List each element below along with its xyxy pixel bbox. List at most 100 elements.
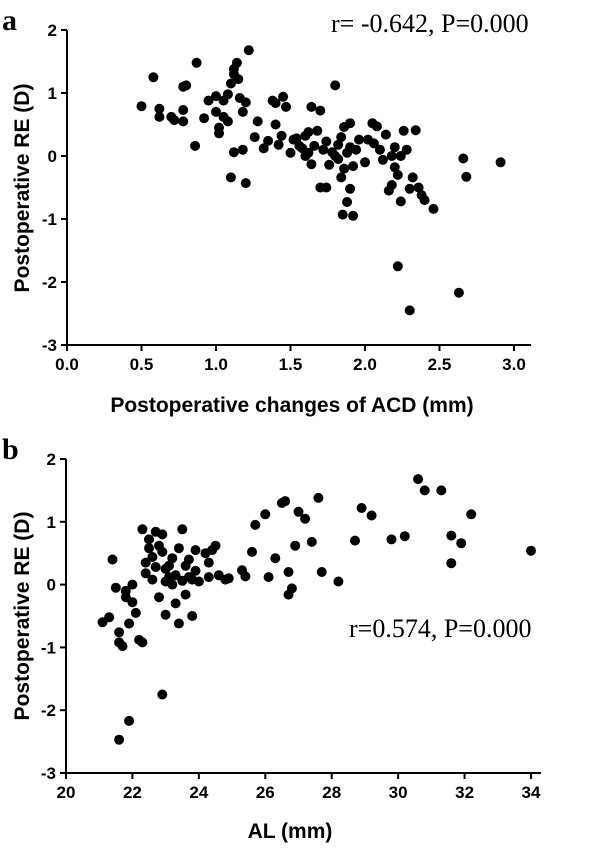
data-point bbox=[345, 118, 356, 129]
data-point bbox=[252, 116, 263, 127]
x-tick-label: 30 bbox=[389, 783, 408, 802]
data-point bbox=[120, 585, 131, 596]
data-point bbox=[110, 582, 121, 593]
data-point bbox=[127, 597, 138, 608]
data-point bbox=[240, 178, 251, 189]
data-point bbox=[157, 529, 168, 540]
data-point bbox=[210, 540, 221, 551]
y-tick-label: 0 bbox=[47, 576, 56, 595]
data-point bbox=[342, 197, 353, 207]
data-point bbox=[413, 474, 424, 485]
x-tick-label: 24 bbox=[189, 783, 208, 802]
data-point bbox=[276, 130, 287, 141]
data-point bbox=[360, 157, 370, 168]
x-tick-label: 26 bbox=[256, 783, 275, 802]
data-point bbox=[211, 106, 221, 117]
data-point bbox=[124, 618, 135, 629]
data-point bbox=[181, 80, 192, 91]
data-point bbox=[144, 534, 154, 545]
data-point bbox=[278, 91, 289, 102]
data-point bbox=[526, 545, 536, 556]
data-point bbox=[147, 552, 158, 562]
data-point bbox=[190, 545, 201, 556]
data-point bbox=[333, 576, 344, 587]
data-point bbox=[177, 524, 188, 535]
panel-b-ticks: 20 22 24 26 28 30 32 34 2 1 0 -1 -2 -3 bbox=[41, 450, 541, 802]
data-point bbox=[164, 560, 174, 571]
data-point bbox=[293, 506, 304, 517]
data-point bbox=[258, 143, 269, 154]
data-point bbox=[190, 140, 201, 151]
data-point bbox=[247, 546, 257, 557]
data-point bbox=[136, 101, 147, 112]
panel-a-x-axis-label: Postoperative changes of ACD (mm) bbox=[110, 394, 473, 417]
x-tick-label: 2.0 bbox=[353, 355, 377, 374]
data-point bbox=[249, 132, 260, 143]
data-point bbox=[321, 136, 332, 147]
data-point bbox=[225, 172, 236, 183]
data-point bbox=[144, 543, 154, 554]
panel-a-ticks: 0.0 0.5 1.0 1.5 2.0 2.5 3.0 2 1 0 -1 -2 -3 bbox=[42, 21, 526, 374]
data-point bbox=[389, 162, 400, 173]
data-point bbox=[356, 503, 367, 513]
x-tick-label: 0.5 bbox=[130, 355, 154, 374]
data-point bbox=[313, 492, 324, 503]
data-point bbox=[193, 576, 204, 587]
data-point bbox=[167, 579, 178, 590]
data-point bbox=[281, 101, 291, 112]
data-point bbox=[303, 127, 314, 138]
data-point bbox=[187, 611, 198, 621]
data-point bbox=[211, 91, 221, 102]
data-point bbox=[291, 133, 302, 144]
data-point bbox=[366, 510, 377, 521]
y-tick-label: 2 bbox=[47, 450, 56, 469]
data-point bbox=[350, 535, 360, 546]
data-point bbox=[453, 287, 464, 298]
data-point bbox=[466, 509, 477, 520]
data-point bbox=[273, 139, 284, 150]
data-point bbox=[180, 589, 191, 600]
data-point bbox=[380, 129, 391, 140]
data-point bbox=[348, 210, 359, 221]
panel-a: a r= -0.642, P=0.000 Postoperative RE (D… bbox=[2, 4, 531, 417]
data-point bbox=[446, 558, 457, 569]
data-point bbox=[178, 116, 189, 127]
y-tick-label: -3 bbox=[42, 336, 57, 355]
panel-a-correlation-annotation: r= -0.642, P=0.000 bbox=[331, 9, 529, 38]
data-point bbox=[306, 101, 317, 112]
data-point bbox=[237, 106, 248, 117]
x-tick-label: 22 bbox=[123, 783, 142, 802]
panel-b-x-axis-label: AL (mm) bbox=[248, 820, 333, 843]
data-point bbox=[316, 567, 327, 577]
y-tick-label: 2 bbox=[48, 21, 57, 40]
data-point bbox=[228, 147, 239, 158]
data-point bbox=[386, 151, 397, 161]
x-tick-label: 3.0 bbox=[502, 355, 526, 374]
data-point bbox=[203, 95, 214, 106]
data-point bbox=[321, 182, 332, 193]
data-point bbox=[137, 524, 148, 535]
data-point bbox=[368, 138, 379, 149]
data-point bbox=[336, 132, 347, 143]
data-point bbox=[345, 183, 356, 194]
data-point bbox=[203, 557, 214, 568]
data-point bbox=[225, 78, 236, 89]
x-tick-label: 20 bbox=[57, 783, 76, 802]
x-tick-label: 34 bbox=[522, 783, 541, 802]
data-point bbox=[399, 531, 410, 542]
data-point bbox=[223, 573, 234, 584]
data-point bbox=[377, 154, 388, 165]
data-point bbox=[147, 574, 158, 585]
data-point bbox=[214, 128, 224, 139]
data-point bbox=[237, 144, 248, 155]
data-point bbox=[263, 135, 274, 146]
data-point bbox=[407, 172, 418, 183]
data-point bbox=[389, 142, 400, 153]
data-point bbox=[456, 538, 467, 549]
data-point bbox=[222, 89, 233, 100]
y-tick-label: -2 bbox=[41, 701, 56, 720]
data-point bbox=[183, 554, 194, 565]
y-tick-label: 0 bbox=[48, 147, 57, 166]
x-tick-label: 2.5 bbox=[428, 355, 452, 374]
